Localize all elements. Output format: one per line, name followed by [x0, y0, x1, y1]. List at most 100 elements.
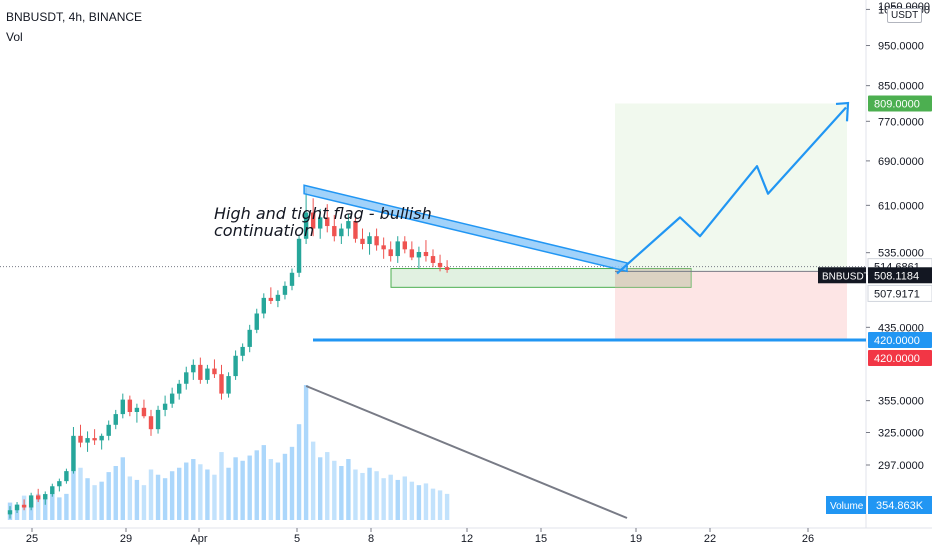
- volume-bar: [226, 467, 231, 520]
- volume-indicator-label[interactable]: Vol: [6, 30, 23, 44]
- volume-bar: [233, 457, 238, 520]
- candle-body: [99, 435, 104, 441]
- stop-price-label: 420.0000: [874, 353, 920, 365]
- candle-body: [318, 217, 323, 229]
- candle-body: [57, 481, 62, 487]
- time-tick-label: 25: [26, 533, 38, 545]
- volume-bar: [198, 464, 203, 520]
- volume-bar: [148, 469, 154, 520]
- candle-body: [254, 313, 259, 330]
- candle-body: [437, 262, 443, 268]
- volume-bar: [423, 483, 429, 520]
- candle-body: [374, 236, 379, 246]
- volume-bar: [141, 485, 147, 520]
- candle-body: [275, 294, 281, 301]
- volume-value-badge-bg[interactable]: [868, 496, 932, 514]
- symbol-title[interactable]: BNBUSDT, 4h, BINANCE: [6, 10, 143, 24]
- flag-annotation[interactable]: High and tight flag - bullish continuati…: [214, 205, 454, 239]
- candle-body: [127, 399, 133, 412]
- volume-bar: [57, 497, 62, 520]
- volume-trend-line[interactable]: [305, 385, 628, 519]
- volume-bar: [332, 460, 337, 520]
- price-tick-label: 850.0000: [878, 81, 924, 93]
- price-tick-label: 535.0000: [878, 248, 924, 260]
- volume-bar: [367, 467, 372, 520]
- last-price-symbol-bg[interactable]: [818, 267, 866, 284]
- candle-body: [184, 372, 189, 384]
- price-tick-label: 950.0000: [878, 41, 924, 53]
- candle-body: [247, 329, 252, 347]
- candle-body: [282, 285, 288, 295]
- volume-name-badge-bg[interactable]: [826, 496, 866, 514]
- candle-body: [261, 297, 266, 314]
- candle-body: [332, 226, 337, 237]
- candle-body: [402, 241, 407, 250]
- volume-bar: [106, 472, 111, 520]
- last-price-symbol: BNBUSDT: [822, 271, 870, 282]
- flag-channel[interactable]: [303, 184, 628, 273]
- volume-bar: [78, 467, 83, 520]
- candle-body: [268, 297, 274, 301]
- candle-body: [43, 494, 48, 500]
- candle-body: [240, 346, 245, 356]
- candle-body: [325, 217, 330, 227]
- candle-body: [360, 238, 365, 245]
- volume-bar: [282, 453, 288, 520]
- candle-body: [78, 435, 83, 443]
- volume-bar: [113, 466, 118, 520]
- volume-bar: [268, 459, 274, 520]
- volume-bar: [184, 462, 189, 520]
- candle-body: [444, 267, 450, 270]
- projection-path[interactable]: [616, 106, 847, 275]
- volume-name-badge: Volume: [830, 501, 864, 512]
- time-tick-label: 29: [120, 533, 132, 545]
- entry-price-label-bg[interactable]: [867, 284, 932, 302]
- support-price-label-bg[interactable]: [868, 331, 932, 348]
- volume-bar: [205, 469, 210, 520]
- candle-body: [162, 403, 168, 410]
- volume-bar: [303, 385, 309, 520]
- time-tick-label: 19: [630, 533, 642, 545]
- currency-unit-button[interactable]: USDT: [887, 8, 923, 23]
- candle-body: [50, 486, 55, 495]
- volume-bar: [402, 476, 407, 520]
- last-price-label-bg[interactable]: [868, 267, 932, 284]
- target-price-label: 809.0000: [874, 98, 920, 110]
- candle-body: [113, 414, 118, 425]
- profit-zone[interactable]: [615, 103, 847, 272]
- annotation-line-2: continuation: [214, 221, 315, 240]
- candle-body: [381, 245, 386, 250]
- volume-bar: [437, 490, 443, 520]
- candle-body: [212, 368, 217, 375]
- volume-bar: [310, 441, 316, 520]
- volume-bar: [212, 474, 217, 520]
- volume-bar: [28, 500, 34, 520]
- candle-body: [155, 409, 161, 430]
- time-tick-label: 15: [535, 533, 547, 545]
- volume-bar: [247, 455, 252, 520]
- candle-body: [423, 252, 429, 257]
- volume-bar: [71, 437, 76, 520]
- volume-bar: [346, 459, 351, 520]
- candle-body: [64, 471, 69, 482]
- projection-arrowhead: [835, 101, 850, 122]
- volume-bar: [254, 450, 259, 520]
- volume-bar: [289, 446, 295, 520]
- volume-bar: [360, 472, 365, 520]
- time-tick-label: 5: [294, 533, 300, 545]
- volume-bar: [261, 445, 266, 520]
- volume-bar: [169, 471, 175, 520]
- last-price-label: 508.1184: [874, 270, 919, 282]
- target-price-label-bg[interactable]: [868, 95, 932, 112]
- volume-bar: [85, 478, 90, 520]
- volume-bar: [99, 481, 104, 520]
- candle-body: [7, 510, 13, 515]
- volume-bar: [388, 474, 393, 520]
- support-price-label: 420.0000: [874, 335, 920, 347]
- price-tick-label: 610.0000: [878, 200, 924, 212]
- volume-bar: [444, 493, 450, 520]
- candle-body: [289, 272, 295, 286]
- candle-body: [430, 256, 436, 263]
- stop-price-label-bg[interactable]: [868, 349, 932, 366]
